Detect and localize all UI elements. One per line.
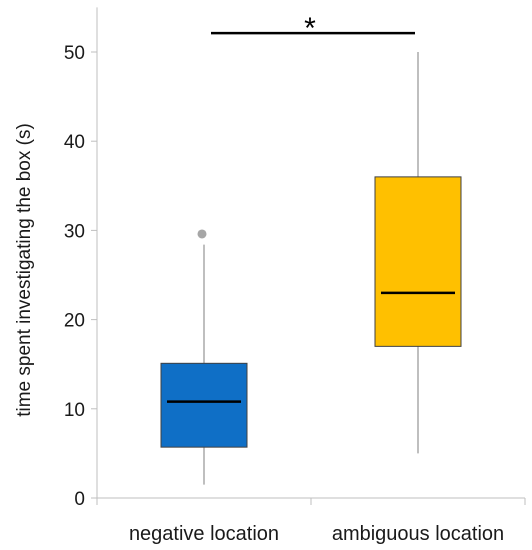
y-ticks: 0 10 20 30 40 50 <box>64 43 97 510</box>
box-group <box>160 229 248 485</box>
x-category-label: ambiguous location <box>332 523 504 545</box>
box-group <box>374 52 462 454</box>
y-tick-label: 50 <box>64 43 85 64</box>
significance-star: * <box>304 12 316 45</box>
y-tick-label: 40 <box>64 132 85 153</box>
boxes <box>160 52 462 485</box>
x-labels: negative location ambiguous location <box>129 523 504 545</box>
y-axis-title: time spent investigating the box (s) <box>14 123 35 417</box>
iqr-box <box>160 362 248 448</box>
x-category-label: negative location <box>129 523 279 545</box>
iqr-box <box>374 176 462 347</box>
significance-marker: * <box>211 12 415 45</box>
axes <box>96 7 526 505</box>
y-tick-label: 10 <box>64 400 85 421</box>
y-tick-label: 20 <box>64 311 85 332</box>
outlier-point <box>197 229 207 239</box>
y-tick-label: 30 <box>64 221 85 242</box>
y-tick-label: 0 <box>74 489 85 510</box>
